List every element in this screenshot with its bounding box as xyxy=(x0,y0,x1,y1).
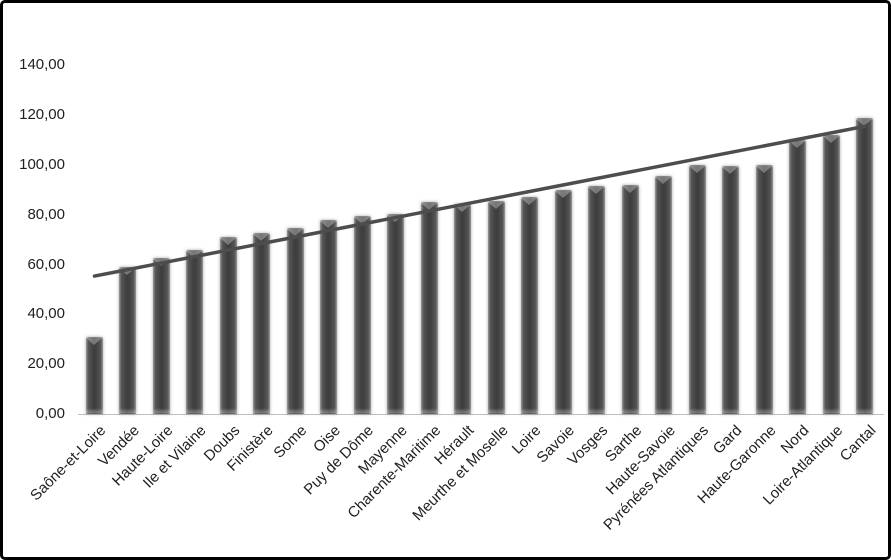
bar-Hérault xyxy=(454,203,472,415)
bar-Ile et Vilaine xyxy=(186,249,204,415)
bar-Sarthe xyxy=(621,184,639,415)
bar-Finistère xyxy=(253,233,271,414)
bar-Loire-Atlantique xyxy=(822,135,840,414)
y-tick-label: 20,00 xyxy=(27,355,65,373)
bar-Meurthe et Moselle xyxy=(487,201,505,414)
y-tick-label: 60,00 xyxy=(27,255,65,273)
bar-Vosges xyxy=(588,186,606,414)
bar-Loire xyxy=(521,197,539,414)
bar-Oise xyxy=(320,219,338,415)
bar-Savoie xyxy=(554,189,572,415)
y-tick-label: 100,00 xyxy=(19,156,65,173)
bar-Cantal xyxy=(855,117,873,415)
bar-Charente-Maritime xyxy=(420,202,438,414)
bar-Nord xyxy=(789,140,807,414)
bar-Haute-Savoie xyxy=(655,176,673,414)
y-tick-label: 80,00 xyxy=(27,205,65,223)
bar-Saône-et-Loire xyxy=(86,336,103,415)
y-tick-label: 0,00 xyxy=(35,405,65,422)
x-label-Saône-et-Loire: Saône-et-Loire xyxy=(27,422,110,505)
bar-Mayenne xyxy=(387,213,405,415)
bar-Haute-Garonne xyxy=(755,165,773,414)
x-label-Some: Some xyxy=(270,422,311,462)
y-tick-label: 120,00 xyxy=(19,106,65,124)
y-tick-label: 140,00 xyxy=(19,56,65,74)
bar-Doubs xyxy=(219,237,237,414)
x-axis-line xyxy=(78,414,884,415)
bar-Pyrénées Atlantiques xyxy=(688,165,706,414)
y-tick-label: 40,00 xyxy=(27,305,65,323)
bar-Puy de Dôme xyxy=(353,216,371,414)
bar-Vendée xyxy=(119,267,137,414)
x-label-Cantal: Cantal xyxy=(836,422,880,465)
bar-Some xyxy=(286,228,304,414)
bar-Haute-Loire xyxy=(152,258,170,414)
trendline xyxy=(92,124,867,278)
bar-Gard xyxy=(722,166,740,414)
